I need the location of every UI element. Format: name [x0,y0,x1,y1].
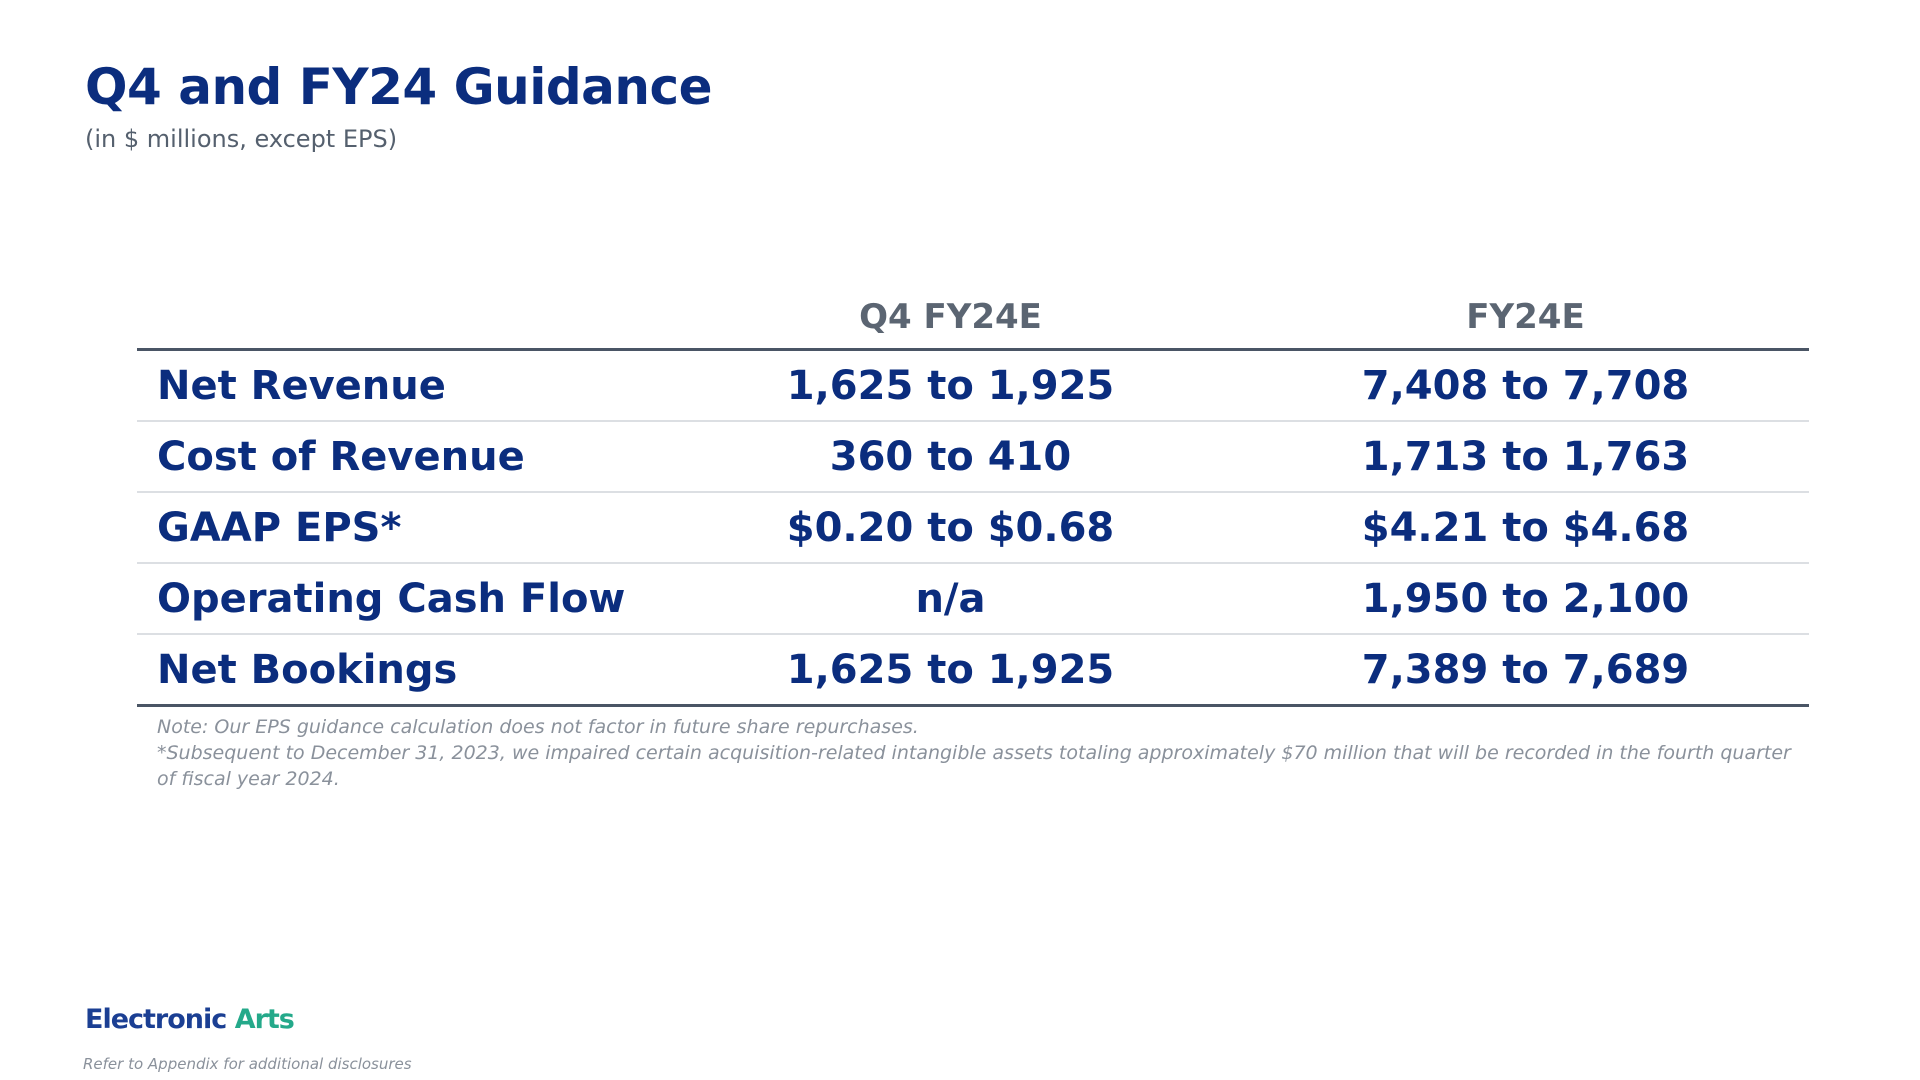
guidance-table-container: Q4 FY24E FY24E Net Revenue 1,625 to 1,92… [137,285,1809,707]
footnotes: Note: Our EPS guidance calculation does … [157,714,1797,792]
table-header-fy: FY24E [1242,285,1809,351]
table-header-row: Q4 FY24E FY24E [137,285,1809,351]
guidance-table: Q4 FY24E FY24E Net Revenue 1,625 to 1,92… [137,285,1809,707]
row-q4-value: 1,625 to 1,925 [659,634,1242,707]
row-q4-value: 360 to 410 [659,421,1242,493]
table-header-metric [137,285,659,351]
table-row: Net Revenue 1,625 to 1,925 7,408 to 7,70… [137,349,1809,422]
table-row: GAAP EPS* $0.20 to $0.68 $4.21 to $4.68 [137,492,1809,564]
row-fy-value: 1,713 to 1,763 [1242,421,1809,493]
row-fy-value: 7,408 to 7,708 [1242,349,1809,422]
row-fy-value: $4.21 to $4.68 [1242,492,1809,564]
table-row: Operating Cash Flow n/a 1,950 to 2,100 [137,563,1809,635]
footnote-impairment: *Subsequent to December 31, 2023, we imp… [157,742,1791,790]
table-row: Net Bookings 1,625 to 1,925 7,389 to 7,6… [137,634,1809,707]
row-label: Net Revenue [137,349,659,422]
row-label: Net Bookings [137,634,659,707]
row-q4-value: 1,625 to 1,925 [659,349,1242,422]
table-row: Cost of Revenue 360 to 410 1,713 to 1,76… [137,421,1809,493]
page-subtitle: (in $ millions, except EPS) [85,125,398,153]
row-label: GAAP EPS* [137,492,659,564]
row-label: Operating Cash Flow [137,563,659,635]
page-title: Q4 and FY24 Guidance [85,58,713,116]
row-q4-value: n/a [659,563,1242,635]
row-fy-value: 1,950 to 2,100 [1242,563,1809,635]
row-q4-value: $0.20 to $0.68 [659,492,1242,564]
logo-word-arts: Arts [234,1004,295,1035]
row-fy-value: 7,389 to 7,689 [1242,634,1809,707]
row-label: Cost of Revenue [137,421,659,493]
table-header-q4: Q4 FY24E [659,285,1242,351]
logo-word-electronic: Electronic [85,1004,227,1035]
footnote-eps-note: Note: Our EPS guidance calculation does … [157,716,919,738]
footer-disclosure: Refer to Appendix for additional disclos… [83,1055,412,1073]
electronic-arts-logo: Electronic Arts [85,1004,295,1035]
